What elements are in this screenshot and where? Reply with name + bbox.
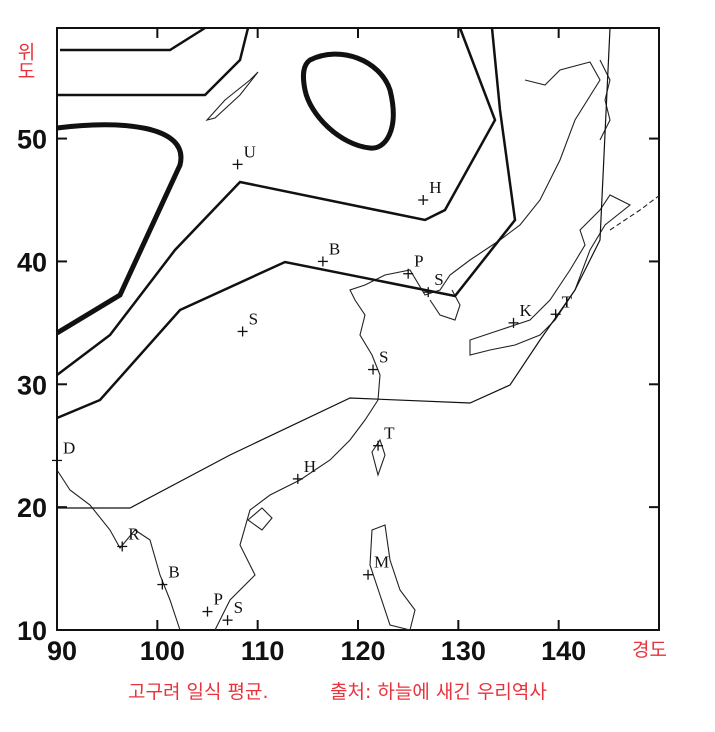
site-label: T — [562, 292, 573, 311]
site-marker — [550, 309, 561, 320]
y-axis-label: 위도 — [14, 42, 36, 80]
y-tick-label: 20 — [17, 493, 47, 523]
site-marker — [403, 268, 414, 279]
site-label: B — [329, 239, 340, 258]
site-marker — [52, 455, 62, 466]
site-marker — [232, 159, 243, 170]
site-marker — [418, 195, 429, 205]
site-label: S — [249, 309, 258, 328]
x-axis-label: 경도 — [632, 639, 667, 661]
contours — [55, 26, 611, 509]
source: 출처: 하늘에 새긴 우리역사 — [330, 681, 547, 703]
site-marker — [292, 473, 303, 484]
site-marker — [222, 615, 233, 626]
site-marker — [423, 287, 434, 298]
site-marker — [157, 579, 168, 590]
site-marker — [237, 326, 248, 337]
site-marker — [368, 364, 379, 375]
site-label: M — [374, 553, 389, 572]
x-tick-label: 110 — [241, 636, 285, 666]
caption: 고구려 일식 평균. — [128, 681, 268, 703]
site-label: S — [434, 270, 443, 289]
site-label: P — [214, 590, 223, 609]
y-tick-label: 10 — [17, 616, 47, 646]
x-tick-label: 100 — [140, 636, 185, 666]
site-label: P — [414, 252, 423, 271]
x-tick-label: 90 — [47, 636, 77, 666]
site-marker — [363, 569, 374, 580]
y-tick-label: 40 — [17, 247, 47, 277]
site-marker — [317, 256, 328, 267]
site-marker — [117, 541, 128, 552]
site-label: D — [63, 438, 75, 457]
site-label: R — [128, 524, 140, 543]
x-tick-label: 120 — [340, 636, 385, 666]
site-label: S — [234, 598, 243, 617]
x-tick-label: 140 — [541, 636, 586, 666]
site-label: H — [304, 457, 316, 476]
site-marker — [373, 440, 384, 451]
site-label: B — [168, 563, 179, 582]
site-marker — [202, 606, 213, 617]
site-label: S — [379, 348, 388, 367]
x-tick-label: 130 — [441, 636, 486, 666]
frame — [56, 27, 660, 631]
coastlines — [56, 59, 661, 631]
y-tick-label: 50 — [17, 125, 47, 155]
site-label: T — [384, 424, 395, 443]
y-tick-label: 30 — [17, 370, 47, 400]
site-marker — [508, 317, 519, 328]
site-label: H — [429, 178, 441, 197]
site-label: K — [520, 301, 533, 320]
site-label: U — [244, 142, 256, 161]
